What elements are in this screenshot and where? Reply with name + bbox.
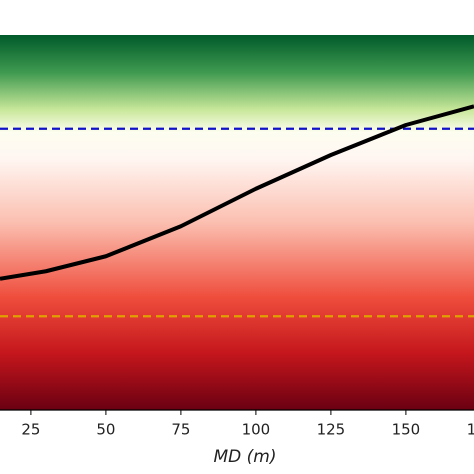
- x-tick-label: 50: [96, 421, 115, 439]
- x-tick-label: 100: [242, 421, 271, 439]
- x-tick-label: 125: [317, 421, 346, 439]
- x-axis-label: MD (m): [214, 447, 277, 467]
- x-tick-label: 75: [171, 421, 190, 439]
- plot-area: [0, 104, 474, 318]
- data-line: [0, 104, 474, 281]
- x-tick-label: 175: [467, 421, 474, 439]
- x-tick-label: 150: [392, 421, 421, 439]
- plot-background: [0, 35, 474, 410]
- x-tick-label: 25: [21, 421, 40, 439]
